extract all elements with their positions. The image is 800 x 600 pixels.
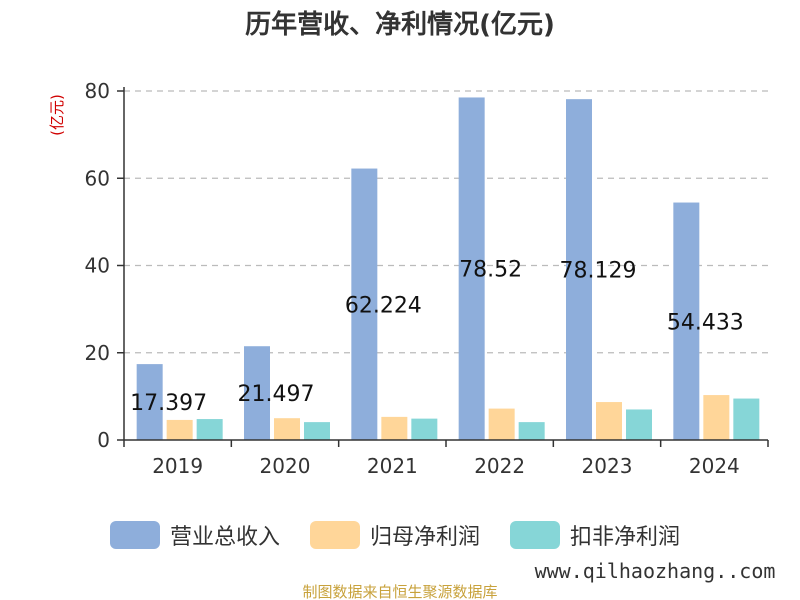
data-label: 78.129 <box>560 259 637 284</box>
legend-swatch <box>310 521 360 549</box>
bar-扣非净利润-2024 <box>733 398 760 440</box>
axes: 0 20 40 60 80 2019 2020 2021 2022 2023 2024 <box>85 79 769 478</box>
legend-label: 营业总收入 <box>170 525 280 550</box>
legend-swatch <box>510 521 560 549</box>
data-label: 17.397 <box>130 391 207 416</box>
y-tick-label: 20 <box>85 341 110 365</box>
source-note: 制图数据来自恒生聚源数据库 <box>302 583 497 600</box>
x-tick-label: 2020 <box>260 454 311 478</box>
gridlines <box>124 90 768 354</box>
legend-label: 扣非净利润 <box>570 525 680 550</box>
x-tick-label: 2021 <box>367 454 418 478</box>
bar-扣非净利润-2023 <box>626 409 652 440</box>
bar-归母净利润-2022 <box>488 408 515 440</box>
y-tick-label: 60 <box>85 166 110 190</box>
data-label: 78.52 <box>459 258 522 283</box>
bar-营业总收入-2019 <box>136 364 163 440</box>
data-labels: 17.397 21.497 62.224 78.52 78.129 54.433 <box>130 258 744 416</box>
bar-扣非净利润-2020 <box>304 422 330 440</box>
bar-归母净利润-2024 <box>703 395 730 440</box>
watermark: www.qilhaozhang..com <box>535 559 776 583</box>
bar-营业总收入-2024 <box>673 202 700 440</box>
y-tick-label: 40 <box>85 254 110 278</box>
bars <box>136 97 760 441</box>
y-axis-unit-label: (亿元) <box>48 94 66 136</box>
bar-扣非净利润-2021 <box>411 418 438 440</box>
bar-营业总收入-2023 <box>566 99 592 441</box>
y-tick-label: 0 <box>97 428 110 452</box>
bar-归母净利润-2020 <box>274 418 300 440</box>
legend-swatch <box>110 521 160 549</box>
bar-归母净利润-2019 <box>166 419 193 440</box>
bar-营业总收入-2020 <box>244 346 270 440</box>
legend: 营业总收入 归母净利润 扣非净利润 <box>110 521 680 550</box>
bar-归母净利润-2023 <box>596 402 622 440</box>
chart-title: 历年营收、净利情况(亿元) <box>245 9 555 40</box>
x-tick-label: 2023 <box>582 454 633 478</box>
bar-营业总收入-2022 <box>458 97 485 441</box>
x-tick-label: 2022 <box>474 454 525 478</box>
data-label: 21.497 <box>238 382 315 407</box>
x-tick-label: 2019 <box>152 454 203 478</box>
bar-营业总收入-2021 <box>351 168 378 441</box>
data-label: 62.224 <box>345 293 422 318</box>
legend-label: 归母净利润 <box>370 525 480 550</box>
bar-扣非净利润-2022 <box>518 422 545 440</box>
bar-归母净利润-2021 <box>381 416 408 440</box>
bar-扣非净利润-2019 <box>196 419 223 440</box>
x-tick-label: 2024 <box>689 454 740 478</box>
y-tick-label: 80 <box>85 79 110 103</box>
data-label: 54.433 <box>667 310 744 335</box>
